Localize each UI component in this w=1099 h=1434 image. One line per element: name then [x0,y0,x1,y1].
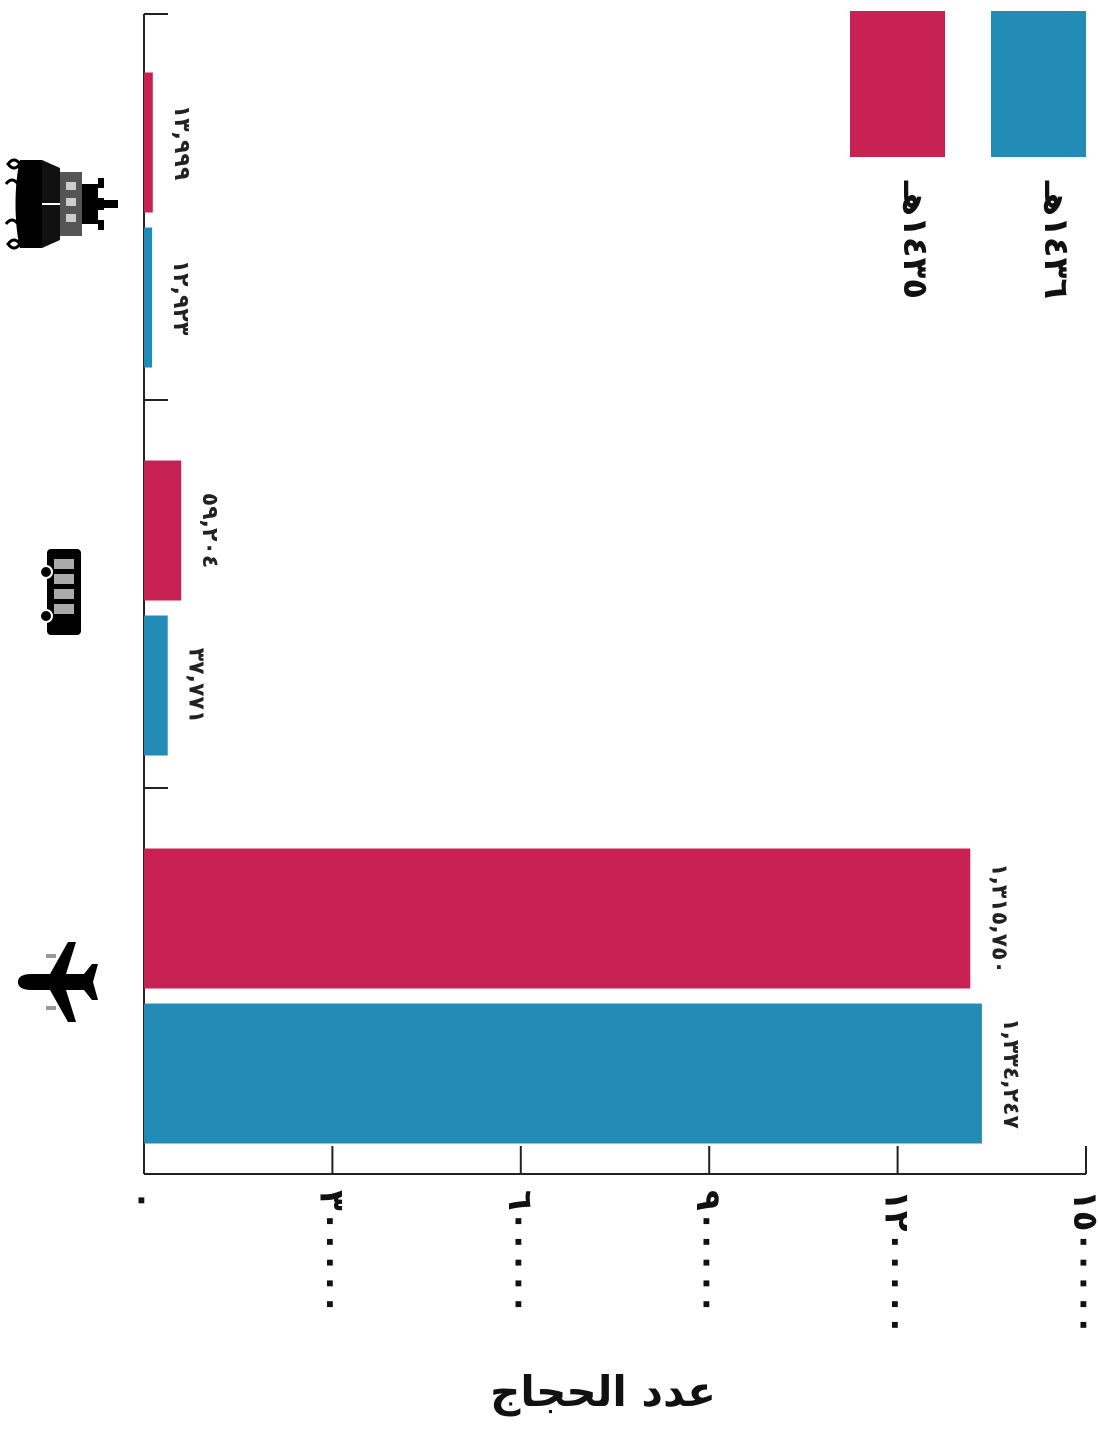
value-label-bus-series-0: ٣٧,٧٧١ [184,648,209,724]
x-axis-title: عدد الحجاج [490,1367,716,1416]
bar-bus-series-1 [144,460,182,601]
legend-label-1435: ١٤٣٥هـ [895,180,935,299]
x-ticks: ٠ ٣٠٠٠٠٠ ٦٠٠٠٠٠ ٩٠٠٠٠٠ ١٢٠٠٠٠٠ ١٥٠٠٠٠٠ [123,1146,1099,1335]
x-tick-label: ١٢٠٠٠٠٠ [877,1190,917,1335]
value-label-plane-series-0: ١,٣٣٤,٢٤٧ [998,1018,1023,1129]
bar-plane-series-0 [144,1003,982,1144]
value-labels: ١,٣٣٤,٢٤٧ ١,٣١٥,٧٥٠ ٣٧,٧٧١ ٥٩,٢٠٤ ١٢,٩٢٣ ١٣,٩… [168,105,1023,1130]
x-tick-label: ٦٠٠٠٠٠ [500,1190,540,1315]
bars [144,72,982,1144]
value-label-ship-series-1: ١٣,٩٩٩ [169,105,194,181]
legend-swatch-1436 [991,11,1086,157]
value-label-bus-series-1: ٥٩,٢٠٤ [197,493,222,569]
legend-swatch-1435 [850,11,945,157]
ship-icon [4,158,118,250]
airplane-icon [18,942,98,1022]
legend: ١٤٣٦هـ ١٤٣٥هـ [850,11,1086,299]
x-tick-label: ٠ [123,1190,163,1211]
value-label-plane-series-1: ١,٣١٥,٧٥٠ [986,863,1011,974]
legend-label-1436: ١٤٣٦هـ [1036,180,1076,299]
x-tick-label: ٩٠٠٠٠٠ [688,1190,728,1315]
bar-ship-series-0 [144,227,153,368]
x-tick-label: ١٥٠٠٠٠٠ [1065,1190,1099,1335]
x-tick-label: ٣٠٠٠٠٠ [311,1190,351,1315]
value-label-ship-series-0: ١٢,٩٢٣ [168,260,193,336]
bar-bus-series-0 [144,615,168,756]
bar-plane-series-1 [144,848,971,989]
axes [143,13,1086,1175]
bar-ship-series-1 [144,72,153,213]
bus-icon [39,549,81,635]
